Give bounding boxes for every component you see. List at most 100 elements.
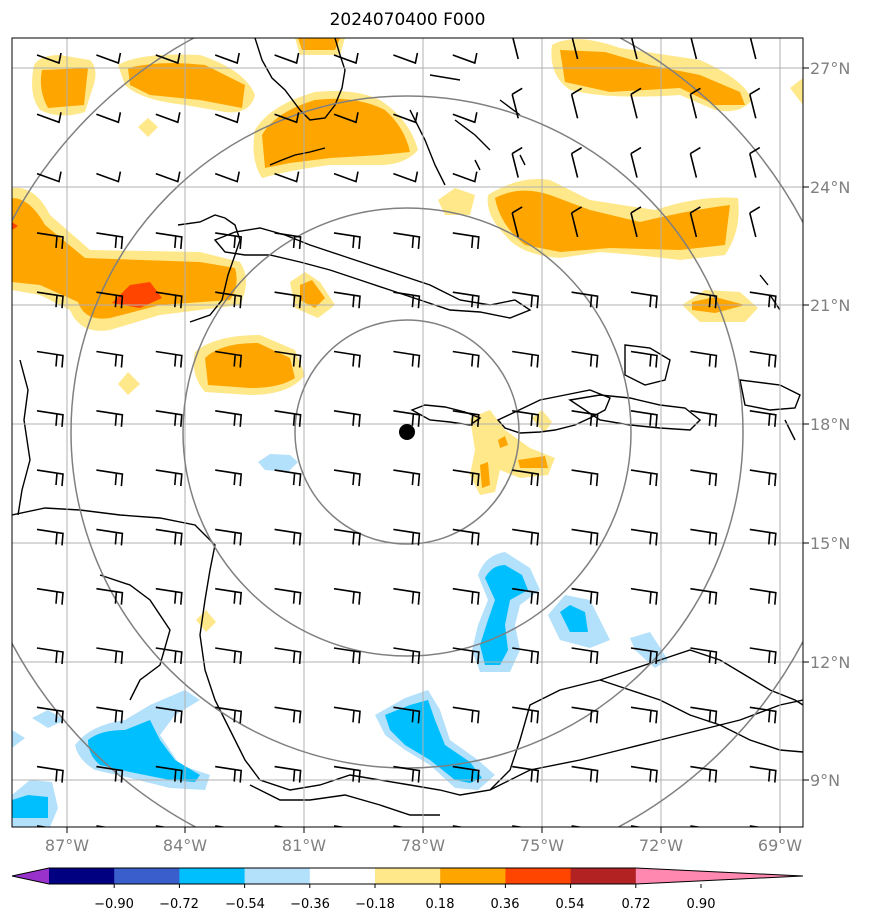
wind-barb (689, 87, 701, 119)
colorbar-bin (505, 868, 572, 884)
negative-area (12, 795, 48, 818)
wind-barb (274, 52, 300, 65)
wind-barb (571, 469, 599, 487)
cuba (213, 227, 532, 319)
wind-barb (690, 647, 718, 665)
wind-barb (452, 528, 480, 546)
range-ring (182, 207, 632, 657)
positive-area (12, 198, 237, 319)
wind-barb (393, 528, 421, 546)
colorbar-label: 0.36 (491, 897, 520, 912)
wind-barb (333, 232, 361, 249)
colorbar-bin (309, 868, 376, 884)
lat-label: 24°N (810, 178, 850, 197)
wind-barb (215, 232, 243, 249)
wind-barb (215, 647, 243, 665)
positive-area (298, 38, 340, 50)
wind-barb (690, 38, 698, 60)
wind-barb (511, 206, 523, 238)
wind-barb (570, 146, 583, 178)
wind-barb (96, 647, 124, 665)
wind-barb (452, 647, 480, 665)
wind-barb (333, 171, 359, 183)
wind-barb (452, 112, 478, 124)
wind-barb (36, 171, 62, 183)
wind-barb (36, 469, 64, 487)
wind-barb (215, 825, 228, 827)
range-ring (294, 319, 520, 545)
wind-barb (571, 825, 585, 827)
wind-barb (215, 587, 243, 605)
wind-barb (749, 38, 757, 60)
graticule (12, 38, 803, 827)
wind-barb (215, 469, 243, 487)
wind-barb (274, 232, 302, 249)
lon-label: 84°W (163, 836, 207, 855)
positive-area (128, 63, 245, 108)
wind-barb (571, 706, 599, 724)
lon-label: 72°W (639, 836, 683, 855)
colorbar-label: −0.90 (94, 897, 134, 912)
wind-barb (690, 469, 718, 487)
wind-barb (630, 587, 658, 605)
wind-barb (214, 171, 240, 183)
lon-label: 69°W (758, 836, 802, 855)
wind-barb (571, 38, 579, 60)
wind-barb (155, 587, 183, 605)
positive-area (480, 462, 490, 488)
wind-barb (36, 647, 64, 665)
wind-barb (155, 112, 181, 124)
wind-barb (749, 587, 777, 605)
colorbar-bin (375, 868, 441, 884)
wind-barb (452, 469, 480, 487)
wind-barb (393, 112, 419, 124)
wind-barb (274, 171, 300, 183)
wind-barb (214, 112, 240, 124)
wind-barb (333, 825, 347, 827)
positive-area (138, 118, 158, 137)
wind-barb (36, 765, 64, 783)
wind-barb (690, 291, 718, 309)
wind-barb (511, 87, 523, 119)
bahamas (409, 74, 526, 186)
wind-barb (690, 528, 718, 546)
wind-barb (690, 706, 718, 724)
wind-barb (393, 410, 421, 427)
wind-barb (333, 587, 361, 605)
wind-barb (36, 291, 64, 309)
wind-barb (274, 647, 302, 665)
colorbar-label: 0.72 (622, 897, 651, 912)
colorbar-bin (114, 868, 180, 884)
map-frame (11, 37, 804, 828)
colorbar-label: −0.72 (159, 897, 199, 912)
wind-barb (96, 469, 124, 487)
wind-barb (36, 112, 62, 124)
wind-barb (452, 291, 480, 309)
nicaragua-inland (99, 574, 171, 701)
wind-barb (215, 528, 243, 546)
colorbar-label: 0.18 (426, 897, 455, 912)
lon-label: 87°W (45, 836, 89, 855)
wind-barb (274, 587, 302, 605)
wind-barb (155, 469, 183, 487)
wind-barb (570, 206, 583, 238)
wind-barb (155, 350, 183, 368)
colorbar-label: 0.90 (687, 897, 716, 912)
wind-barb (630, 647, 658, 665)
colorbar-label: −0.36 (290, 897, 330, 912)
wind-barb (570, 87, 583, 119)
lat-label: 27°N (810, 59, 850, 78)
wind-barb (393, 232, 421, 249)
wind-barb (571, 410, 599, 427)
wind-barb (630, 206, 642, 238)
wind-barb (571, 647, 599, 665)
venezuela-coast (599, 679, 803, 753)
wind-barb (512, 410, 540, 427)
wind-barb (630, 146, 642, 178)
puerto-rico (568, 394, 702, 431)
colorbar-bin (244, 868, 311, 884)
wind-barb (333, 528, 361, 546)
wind-barb (512, 706, 540, 724)
wind-barb (393, 469, 421, 487)
